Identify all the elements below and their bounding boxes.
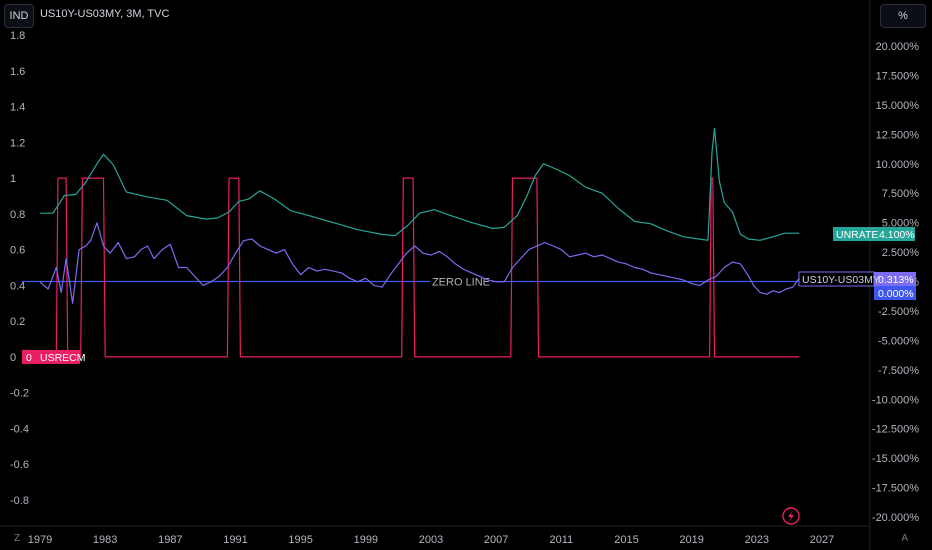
zoom-reset-button[interactable]: Z [14, 533, 21, 544]
lightning-icon[interactable] [782, 507, 800, 525]
spread-last-value: 0.313% [878, 274, 914, 286]
right-tick-label: -7.500% [878, 365, 919, 377]
usrecm-series-name: USRECM [40, 352, 86, 364]
left-tick-label: 0.4 [10, 280, 25, 292]
zero-line-label-bg [430, 275, 492, 288]
series-group [39, 127, 800, 358]
right-tick-label: -20.000% [872, 512, 919, 524]
x-tick-label: 1991 [223, 534, 247, 546]
right-tick-label: 2.500% [882, 247, 920, 259]
spread-zero-value: 0.000% [878, 288, 914, 300]
usrecm-badge: 0 USRECM [22, 349, 86, 364]
auto-scale-button[interactable]: A [901, 533, 908, 544]
right-tick-label: 12.500% [876, 129, 920, 141]
x-tick-label: 2015 [614, 534, 638, 546]
x-tick-label: 2019 [679, 534, 703, 546]
x-tick-label: 1987 [158, 534, 182, 546]
x-tick-label: 2027 [810, 534, 834, 546]
spread-series-name: US10Y-US03MY [802, 274, 880, 286]
indicators-button[interactable]: IND [4, 4, 34, 28]
left-tick-label: 1 [10, 173, 16, 185]
x-axis: 1979 1983 1987 1991 1995 1999 2003 2007 2011 2015… [28, 534, 834, 546]
left-tick-label: 1.6 [10, 66, 25, 78]
left-tick-label: 0 [10, 352, 16, 364]
left-tick-label: 1.8 [10, 30, 25, 42]
x-tick-label: 1999 [354, 534, 378, 546]
right-tick-label: -10.000% [872, 394, 919, 406]
percent-scale-button[interactable]: % [880, 4, 926, 28]
left-tick-label: 0.8 [10, 209, 25, 221]
x-tick-label: 2007 [484, 534, 508, 546]
x-tick-label: 1995 [288, 534, 312, 546]
right-tick-label: -5.000% [878, 335, 919, 347]
zero-line-group: ZERO LINE [22, 275, 870, 289]
right-tick-label: 15.000% [876, 100, 920, 112]
x-tick-label: 2011 [550, 534, 574, 546]
unrate-series-line [40, 127, 800, 241]
right-tick-label: -15.000% [872, 453, 919, 465]
left-tick-label: 1.2 [10, 137, 25, 149]
right-tick-label: -12.500% [872, 424, 919, 436]
left-tick-label: 1.4 [10, 102, 25, 114]
unrate-series-name: UNRATE [836, 229, 878, 241]
right-tick-label: -2.500% [878, 306, 919, 318]
right-tick-label: 7.500% [882, 188, 920, 200]
unrate-badge: UNRATE 4.100% [833, 227, 915, 241]
left-tick-label: -0.8 [10, 495, 29, 507]
left-tick-label: -0.2 [10, 388, 29, 400]
usrecm-last-value: 0 [26, 352, 32, 364]
right-tick-label: 20.000% [876, 41, 920, 53]
left-axis: 1.8 1.6 1.4 1.2 1 0.8 0.6 0.4 0.2 0 -0.2 -0.4 -0.6 -0… [10, 30, 29, 507]
x-tick-label: 1979 [28, 534, 52, 546]
right-tick-label: 5.000% [882, 218, 920, 230]
x-tick-label: 2023 [745, 534, 769, 546]
left-tick-label: 0.2 [10, 316, 25, 328]
left-tick-label: -0.4 [10, 423, 29, 435]
right-tick-label: 17.500% [876, 70, 920, 82]
x-tick-label: 2003 [419, 534, 443, 546]
left-tick-label: 0.6 [10, 245, 25, 257]
unrate-last-value: 4.100% [879, 229, 915, 241]
usrecm-series-line [40, 177, 800, 358]
spread-series-line [39, 222, 800, 304]
right-tick-label: 10.000% [876, 159, 920, 171]
left-tick-label: -0.6 [10, 459, 29, 471]
chart-title: US10Y-US03MY, 3M, TVC [40, 8, 170, 20]
x-tick-label: 1983 [93, 534, 117, 546]
zero-line-label: ZERO LINE [432, 277, 490, 289]
right-tick-label: -17.500% [872, 483, 919, 495]
